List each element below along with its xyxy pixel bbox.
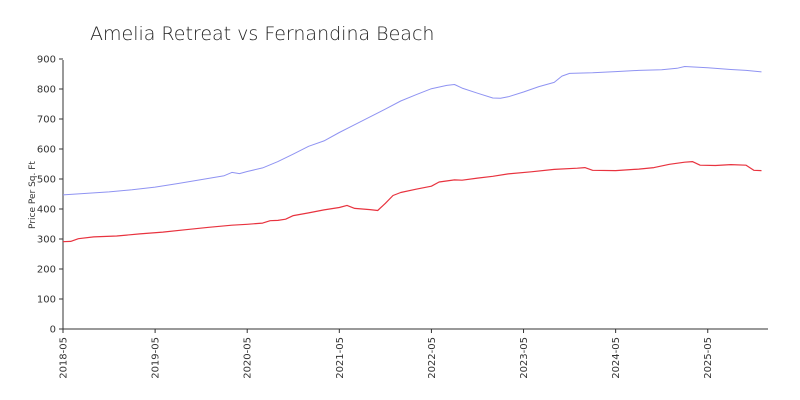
y-tick-label: 300: [37, 235, 56, 246]
series-group: [62, 66, 762, 243]
x-tick-label: 2020-05: [243, 337, 254, 379]
series-line-2: [62, 161, 762, 243]
x-tick-label: 2019-05: [151, 337, 162, 379]
y-tick-label: 900: [37, 55, 56, 66]
x-tick-label: 2025-05: [703, 337, 714, 379]
y-tick-label: 200: [37, 265, 56, 276]
x-tick-label: 2023-05: [519, 337, 530, 379]
y-tick-label: 600: [37, 145, 56, 156]
axes: [62, 60, 768, 330]
chart-title: Amelia Retreat vs Fernandina Beach: [90, 23, 434, 45]
x-tick-label: 2022-05: [427, 337, 438, 379]
y-axis-label: Price Per Sq. Ft: [28, 161, 38, 229]
x-tick-label: 2018-05: [59, 337, 70, 379]
y-tick-label: 0: [50, 325, 56, 336]
x-tick-label: 2021-05: [335, 337, 346, 379]
y-tick-label: 700: [37, 115, 56, 126]
y-tick-label: 800: [37, 85, 56, 96]
y-tick-label: 400: [37, 205, 56, 216]
y-tick-label: 500: [37, 175, 56, 186]
x-ticks: 2018-05 2019-05 2020-05 2021-05 2022-05 2023-…: [59, 329, 714, 379]
x-tick-label: 2024-05: [611, 337, 622, 379]
y-tick-label: 100: [37, 295, 56, 306]
series-line-1: [62, 66, 762, 196]
y-ticks: 0 100 200 300 400 500 600 700 800 900: [37, 55, 63, 336]
